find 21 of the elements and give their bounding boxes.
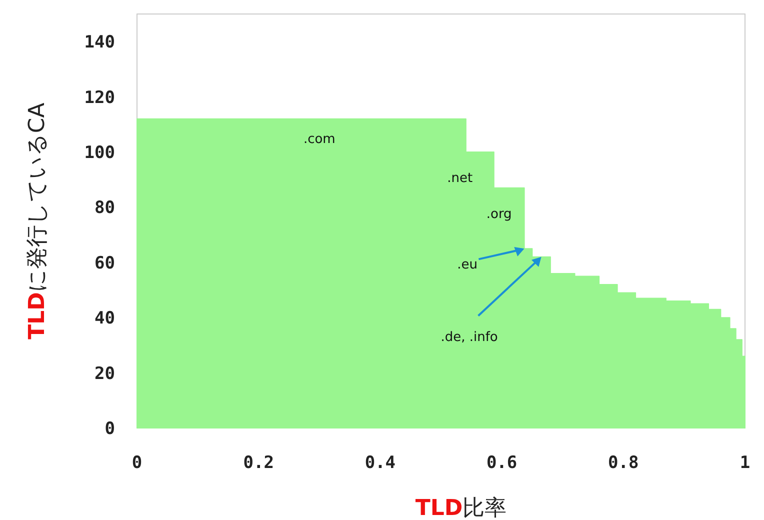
x-axis-title: TLD比率 xyxy=(415,496,507,520)
y-tick-label: 80 xyxy=(94,198,115,218)
annotation: .eu xyxy=(457,258,478,273)
annotation: .net xyxy=(447,171,473,186)
x-tick-label: 1 xyxy=(740,453,750,473)
x-tick-label: 0.4 xyxy=(364,453,396,473)
x-tick-label: 0 xyxy=(132,453,142,473)
y-tick-label: 20 xyxy=(94,364,115,384)
x-tick-label: 0.2 xyxy=(243,453,274,473)
y-tick-label: 40 xyxy=(94,308,115,329)
annotation: .de, .info xyxy=(440,330,498,345)
y-tick-label: 60 xyxy=(94,253,115,274)
annotation: .com xyxy=(303,132,336,147)
y-axis-title: TLDに発行しているCA xyxy=(25,102,50,340)
annotation: .org xyxy=(486,206,512,222)
y-tick-label: 100 xyxy=(84,143,115,163)
x-tick-label: 0.8 xyxy=(608,453,639,473)
y-tick-label: 0 xyxy=(104,419,115,439)
y-tick-label: 140 xyxy=(84,32,115,53)
x-tick-label: 0.6 xyxy=(486,453,518,473)
y-tick-label: 120 xyxy=(84,88,115,108)
